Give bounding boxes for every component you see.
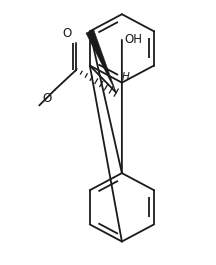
Text: O: O (42, 92, 51, 105)
Text: OH: OH (125, 33, 143, 46)
Polygon shape (86, 30, 116, 92)
Text: H: H (122, 72, 130, 82)
Text: O: O (62, 27, 72, 40)
